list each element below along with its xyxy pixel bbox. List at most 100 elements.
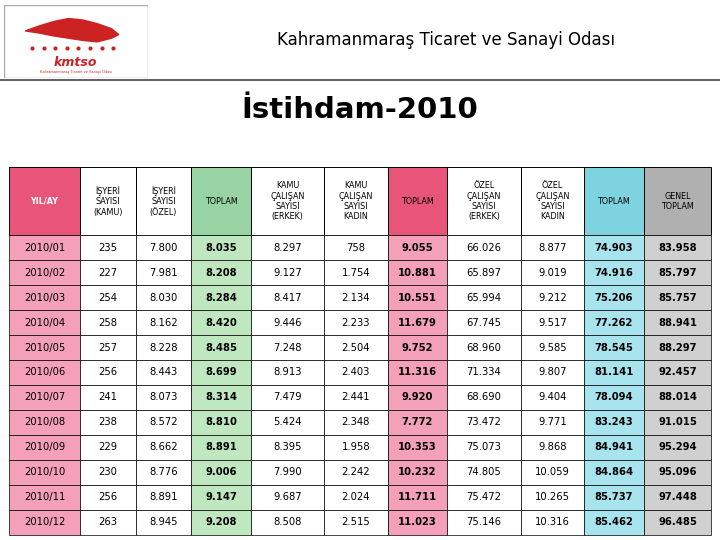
- Text: 8.891: 8.891: [205, 442, 237, 453]
- Text: Kahramanmaraş Ticaret ve Sanayi Odası: Kahramanmaraş Ticaret ve Sanayi Odası: [277, 31, 616, 49]
- Text: 68.690: 68.690: [467, 393, 501, 402]
- Text: 2.134: 2.134: [342, 293, 370, 303]
- Text: 75.206: 75.206: [595, 293, 633, 303]
- Bar: [387, 285, 447, 310]
- Bar: [192, 435, 251, 460]
- Text: 88.014: 88.014: [658, 393, 697, 402]
- Text: 2.441: 2.441: [342, 393, 370, 402]
- Text: 78.094: 78.094: [595, 393, 634, 402]
- Bar: [447, 510, 521, 535]
- Bar: [387, 435, 447, 460]
- Polygon shape: [25, 18, 119, 42]
- Bar: [324, 285, 387, 310]
- Bar: [521, 510, 584, 535]
- Text: 73.472: 73.472: [467, 417, 501, 427]
- Bar: [251, 360, 324, 385]
- Text: 758: 758: [346, 243, 366, 253]
- Text: kmtso: kmtso: [54, 56, 97, 69]
- Text: 67.745: 67.745: [467, 318, 501, 328]
- Bar: [251, 310, 324, 335]
- Text: 83.958: 83.958: [658, 243, 697, 253]
- Text: KAMU
ÇALIŞAN
SAYISI
(ERKEK): KAMU ÇALIŞAN SAYISI (ERKEK): [270, 181, 305, 221]
- Bar: [644, 167, 711, 235]
- Bar: [9, 360, 81, 385]
- Bar: [81, 310, 136, 335]
- Text: 74.916: 74.916: [595, 268, 634, 278]
- Text: 2010/07: 2010/07: [24, 393, 65, 402]
- Text: 9.517: 9.517: [538, 318, 567, 328]
- Bar: [251, 485, 324, 510]
- Text: 241: 241: [99, 393, 117, 402]
- Bar: [644, 485, 711, 510]
- Text: 10.353: 10.353: [398, 442, 437, 453]
- Bar: [644, 435, 711, 460]
- Text: 5.424: 5.424: [273, 417, 302, 427]
- Text: 74.903: 74.903: [595, 243, 633, 253]
- Bar: [447, 310, 521, 335]
- Bar: [447, 460, 521, 485]
- Bar: [81, 335, 136, 360]
- Text: 85.737: 85.737: [595, 492, 633, 502]
- Bar: [192, 235, 251, 260]
- Text: KAMU
ÇALIŞAN
SAYISI
KADIN: KAMU ÇALIŞAN SAYISI KADIN: [338, 181, 373, 221]
- Text: 227: 227: [99, 268, 117, 278]
- Bar: [644, 310, 711, 335]
- Bar: [387, 360, 447, 385]
- Text: 2010/06: 2010/06: [24, 368, 65, 377]
- Text: 75.146: 75.146: [467, 517, 501, 527]
- Bar: [251, 460, 324, 485]
- Bar: [9, 385, 81, 410]
- Bar: [9, 460, 81, 485]
- Bar: [251, 260, 324, 285]
- Bar: [136, 260, 192, 285]
- Text: 10.059: 10.059: [535, 467, 570, 477]
- Bar: [584, 485, 644, 510]
- Text: 9.868: 9.868: [538, 442, 567, 453]
- Text: 66.026: 66.026: [467, 243, 501, 253]
- Bar: [81, 235, 136, 260]
- Text: 8.035: 8.035: [205, 243, 237, 253]
- Bar: [387, 510, 447, 535]
- Text: YIL/AY: YIL/AY: [30, 197, 58, 206]
- Bar: [324, 335, 387, 360]
- Text: 8.297: 8.297: [273, 243, 302, 253]
- Bar: [9, 510, 81, 535]
- Text: 8.395: 8.395: [273, 442, 302, 453]
- Bar: [251, 235, 324, 260]
- Text: 2.504: 2.504: [342, 342, 370, 353]
- Bar: [9, 235, 81, 260]
- Bar: [521, 360, 584, 385]
- Bar: [387, 167, 447, 235]
- Bar: [251, 335, 324, 360]
- Bar: [324, 410, 387, 435]
- Text: 8.776: 8.776: [149, 467, 178, 477]
- Bar: [584, 310, 644, 335]
- Bar: [521, 335, 584, 360]
- Text: 11.316: 11.316: [398, 368, 437, 377]
- Bar: [447, 410, 521, 435]
- Bar: [447, 385, 521, 410]
- Text: 7.248: 7.248: [273, 342, 302, 353]
- Bar: [521, 385, 584, 410]
- Bar: [521, 435, 584, 460]
- Text: 9.585: 9.585: [538, 342, 567, 353]
- Text: 8.284: 8.284: [205, 293, 237, 303]
- Bar: [192, 360, 251, 385]
- Text: 75.472: 75.472: [467, 492, 501, 502]
- Bar: [81, 410, 136, 435]
- Bar: [136, 285, 192, 310]
- Bar: [644, 460, 711, 485]
- Text: 2.024: 2.024: [342, 492, 370, 502]
- Bar: [251, 285, 324, 310]
- Bar: [584, 410, 644, 435]
- Bar: [136, 410, 192, 435]
- Text: 75.073: 75.073: [467, 442, 501, 453]
- Text: 8.913: 8.913: [273, 368, 302, 377]
- Text: 9.446: 9.446: [273, 318, 302, 328]
- Bar: [584, 435, 644, 460]
- Bar: [251, 410, 324, 435]
- Bar: [644, 360, 711, 385]
- Text: 2010/02: 2010/02: [24, 268, 65, 278]
- Bar: [584, 385, 644, 410]
- Bar: [251, 435, 324, 460]
